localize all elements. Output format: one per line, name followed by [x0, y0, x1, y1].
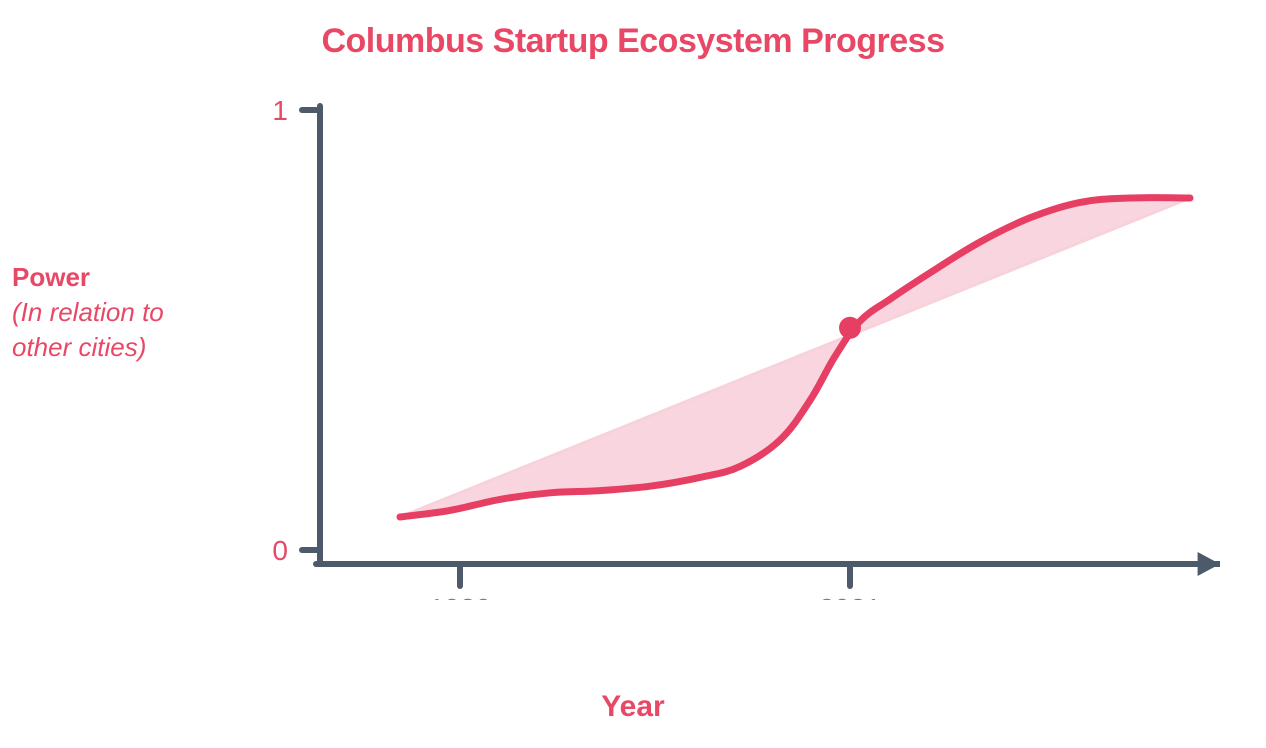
chart-area: 0 1 1980 2021 — [260, 100, 1220, 600]
y-axis-label-main: Power — [12, 260, 242, 295]
x-tick-label: 1980 — [429, 593, 491, 600]
x-axis-arrow-icon — [1198, 552, 1220, 576]
x-axis-label: Year — [0, 690, 1266, 724]
chart-title: Columbus Startup Ecosystem Progress — [0, 22, 1266, 61]
y-axis-label: Power (In relation to other cities) — [12, 260, 242, 365]
chart-reference-line — [400, 198, 1190, 517]
chart-svg: 0 1 1980 2021 — [260, 100, 1220, 600]
x-tick-label: 2021 — [819, 593, 881, 600]
y-tick-label: 1 — [272, 100, 288, 126]
y-axis-label-sub2: other cities) — [12, 330, 242, 365]
y-tick-label: 0 — [272, 535, 288, 566]
chart-marker-dot — [839, 317, 861, 339]
y-axis-label-sub1: (In relation to — [12, 295, 242, 330]
